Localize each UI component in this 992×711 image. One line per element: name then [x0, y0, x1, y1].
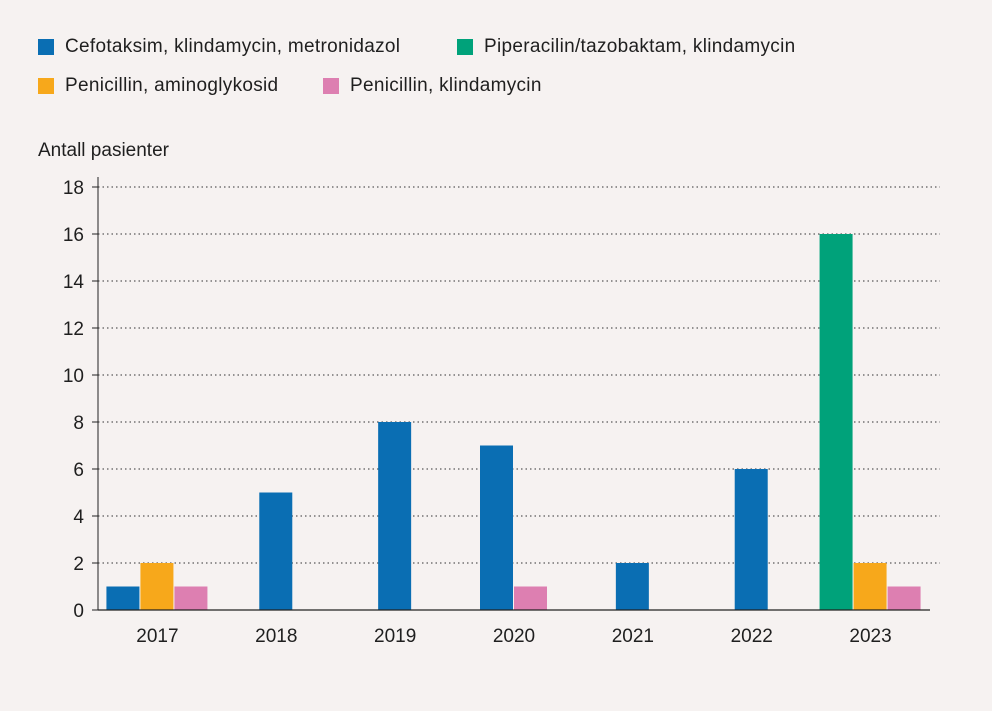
- legend-swatch-piperacilin: [457, 39, 473, 55]
- bar-2020-series-3: [514, 586, 547, 610]
- y-tick-label: 2: [73, 554, 84, 575]
- x-tick-label: 2017: [136, 626, 178, 647]
- x-tick-label: 2023: [849, 626, 891, 647]
- legend-label-penicillin-aminoglykosid: Penicillin, aminoglykosid: [65, 75, 279, 96]
- bar-2017-series-2: [140, 563, 174, 610]
- legend-label-piperacilin: Piperacilin/tazobaktam, klindamycin: [484, 36, 796, 57]
- x-tick-label: 2020: [493, 626, 535, 647]
- legend-item-penicillin-aminoglykosid: Penicillin, aminoglykosid: [38, 75, 278, 97]
- bar-2021-series-0: [615, 563, 649, 610]
- y-tick-label: 14: [63, 272, 85, 293]
- bar-2020-series-0: [480, 445, 513, 610]
- y-tick-label: 4: [73, 507, 84, 528]
- x-tick-label: 2018: [255, 626, 297, 647]
- legend-swatch-penicillin-klindamycin: [323, 78, 339, 94]
- x-tick-label: 2021: [612, 626, 654, 647]
- y-tick-label: 0: [73, 601, 84, 622]
- bar-2017-series-3: [174, 586, 208, 610]
- legend-label-penicillin-klindamycin: Penicillin, klindamycin: [350, 75, 542, 96]
- bar-2023-series-2: [853, 563, 887, 610]
- bar-2017-series-0: [106, 586, 140, 610]
- legend-swatch-cefotaksim: [38, 39, 54, 55]
- y-axis-label: Antall pasienter: [38, 140, 169, 161]
- bar-2022-series-0: [734, 469, 768, 610]
- y-tick-label: 10: [63, 366, 84, 387]
- legend-item-penicillin-klindamycin: Penicillin, klindamycin: [323, 75, 542, 97]
- x-tick-label: 2019: [374, 626, 416, 647]
- legend-item-piperacilin: Piperacilin/tazobaktam, klindamycin: [457, 36, 795, 58]
- y-tick-label: 6: [73, 460, 84, 481]
- bar-2019-series-0: [378, 422, 412, 610]
- legend-item-cefotaksim: Cefotaksim, klindamycin, metronidazol: [38, 36, 400, 58]
- bar-2023-series-3: [887, 586, 921, 610]
- legend-label-cefotaksim: Cefotaksim, klindamycin, metronidazol: [65, 36, 401, 57]
- y-tick-label: 18: [63, 178, 84, 199]
- bar-2018-series-0: [259, 492, 293, 610]
- x-tick-label: 2022: [731, 626, 773, 647]
- y-tick-label: 12: [63, 319, 84, 340]
- legend-swatch-penicillin-aminoglykosid: [38, 78, 54, 94]
- y-tick-label: 16: [63, 225, 84, 246]
- bar-2023-series-1: [819, 234, 853, 610]
- y-tick-label: 8: [73, 413, 84, 434]
